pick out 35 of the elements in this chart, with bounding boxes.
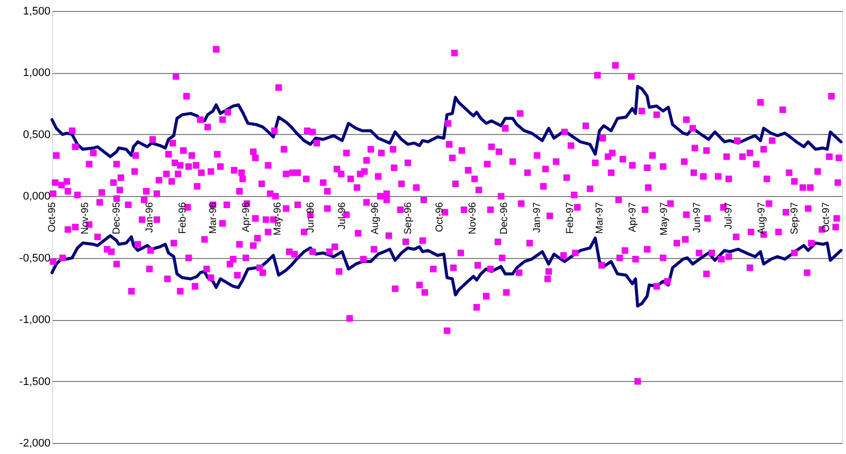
x-tick-label: Aug-96 <box>370 202 381 234</box>
x-tick-label: Oct-96 <box>434 202 446 232</box>
line-series <box>50 234 842 308</box>
x-tick-label: Aug-97 <box>756 202 768 234</box>
x-tick-label: May-97 <box>659 202 670 236</box>
x-tick-label: Mar-97 <box>594 202 606 234</box>
x-tick-label: Oct-95 <box>47 202 58 232</box>
x-tick-label: Sep-97 <box>789 202 800 234</box>
line-series <box>50 84 842 158</box>
y-tick-label: 0,000 <box>22 190 50 203</box>
y-tick-label: -0,500 <box>19 252 50 264</box>
y-tick-label: -2,000 <box>19 438 50 450</box>
x-tick-label: Feb-96 <box>177 202 188 234</box>
x-tick-label: Jan-97 <box>532 202 544 233</box>
y-tick-label: 0,500 <box>22 128 50 141</box>
x-tick-label: Jun-96 <box>305 202 316 233</box>
x-tick-label: Feb-97 <box>564 202 576 234</box>
x-tick-label: Dec-96 <box>499 202 510 234</box>
x-tick-label: Jul-97 <box>724 202 735 230</box>
x-tick-label: Jan-96 <box>144 202 156 233</box>
x-tick-label: Jul-96 <box>337 202 348 230</box>
x-tick-label: Apr-96 <box>240 202 252 232</box>
x-tick-label: May-96 <box>272 202 284 236</box>
y-tick-label: 1,000 <box>22 67 50 80</box>
y-tick-label: 1,500 <box>22 6 50 18</box>
x-tick-label: Mar-96 <box>208 202 219 234</box>
x-tick-label: Dec-95 <box>112 202 123 234</box>
x-tick-label: Sep-96 <box>402 202 414 234</box>
x-tick-label: Nov-95 <box>80 202 91 234</box>
y-tick-label: -1,000 <box>19 314 50 326</box>
x-tick-label: Apr-97 <box>627 202 638 232</box>
x-tick-label: Nov-96 <box>467 202 478 234</box>
x-tick-label: Oct-97 <box>821 202 832 232</box>
x-tick-label: Jun-97 <box>692 202 703 233</box>
y-tick-label: -1,500 <box>19 376 50 388</box>
